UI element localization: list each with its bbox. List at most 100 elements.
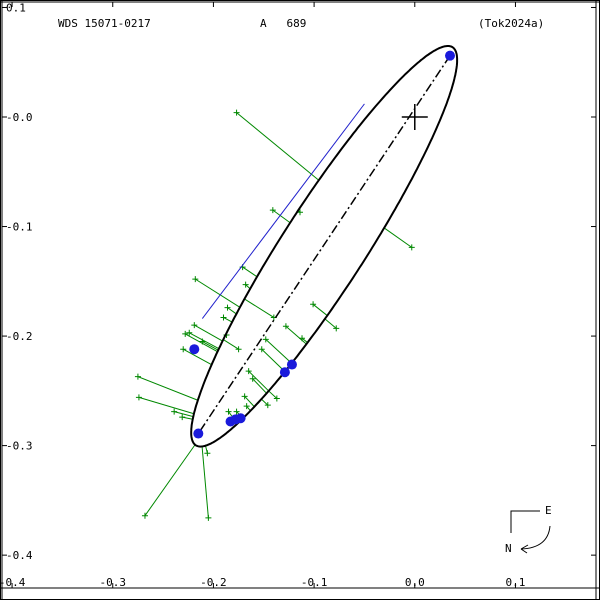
predicted-position [235,413,246,424]
residual-line [189,332,220,350]
y-tick-label: -0.1 [6,221,33,234]
residual-line [236,112,320,181]
x-tick-label: -0.4 [0,576,26,589]
compass-axes [510,510,540,533]
predicted-position [193,428,204,439]
observation-mark [310,301,317,308]
x-tick-label: -0.3 [99,576,126,589]
residual-line [268,390,278,399]
observation-mark [233,109,240,116]
residual-line [265,338,292,364]
residual-line [137,376,199,401]
observation-layer [134,109,415,521]
observation-mark [192,276,199,283]
observation-mark [264,402,271,409]
residual-line [202,341,219,351]
observation-mark [179,414,186,421]
observation-mark [191,322,198,329]
residual-line [144,444,196,516]
compass-arrow-head [520,544,529,554]
residual-line [242,266,258,278]
residual-line [227,307,237,315]
residual-line [248,370,270,392]
header-reference: (Tok2024a) [478,17,544,30]
y-tick-label: -0.3 [6,440,33,453]
predicted-position [279,367,290,378]
observation-mark [282,323,289,330]
compass: E N [505,504,552,555]
residual-line [324,318,337,329]
x-tick-label: 0.0 [405,576,425,589]
residual-line [252,378,267,394]
observation-mark [180,346,187,353]
x-tick-label: -0.2 [200,576,227,589]
orbit-layer [190,45,459,448]
residual-line [285,325,307,345]
observation-mark [186,329,193,336]
y-tick-label: -0.2 [6,330,33,343]
observation-mark [141,512,148,519]
compass-arrow [520,525,551,550]
observation-mark [258,346,265,353]
residual-line [244,395,255,408]
compass-north-label: N [505,542,512,555]
y-tick-label: -0.0 [6,111,33,124]
observation-mark [233,408,240,415]
predicted-position [189,344,200,355]
compass-east-label: E [545,504,552,517]
header-component: A 689 [260,17,306,30]
residual-line [244,298,275,318]
residual-line [184,333,218,353]
x-tick-label: -0.1 [301,576,328,589]
residual-line [272,209,291,224]
residual-line [261,348,286,372]
observation-mark [205,514,212,521]
observation-mark [262,336,269,343]
observation-mark [220,314,227,321]
observation-mark [182,330,189,337]
residual-line [301,337,308,343]
periastron-segment [201,103,365,319]
residual-line [174,411,194,418]
observation-mark [204,450,211,457]
residual-line [312,303,328,316]
observation-mark [224,304,231,311]
observation-mark [242,281,249,288]
observation-mark [225,408,232,415]
observation-mark [408,244,415,251]
residual-line [383,227,413,248]
observation-mark [333,325,340,332]
observation-mark [245,368,252,375]
observation-mark [134,373,141,380]
observation-mark [171,408,178,415]
observation-mark [249,375,256,382]
residual-line [223,317,233,323]
observation-mark [273,395,280,402]
predicted-position [286,359,297,370]
residual-line [195,278,241,308]
residual-line [261,398,269,406]
predicted-position [445,50,456,61]
observation-mark [299,335,306,342]
residual-line [245,284,251,290]
observation-mark [243,403,250,410]
header-designation: WDS 15071-0217 [58,17,151,30]
residual-line [182,348,212,366]
orbit-ellipse [190,45,459,448]
observation-mark [235,346,242,353]
predicted-layer [189,50,456,439]
observation-mark [135,394,142,401]
axes: -0.4 -0.3 -0.2 -0.1 0.0 0.1 0.1 -0.0 -0.1 -0.2 -0.… [0,1,596,589]
x-tick-label: 0.1 [506,576,526,589]
y-tick-label: -0.4 [6,549,33,562]
line-of-nodes [197,55,451,434]
residual-line [194,324,223,342]
y-tick-label: 0.1 [6,1,26,14]
observation-mark [241,393,248,400]
residual-line [201,446,209,518]
residual-line [223,339,239,350]
primary-star-marker [401,104,428,131]
observation-mark [269,207,276,214]
